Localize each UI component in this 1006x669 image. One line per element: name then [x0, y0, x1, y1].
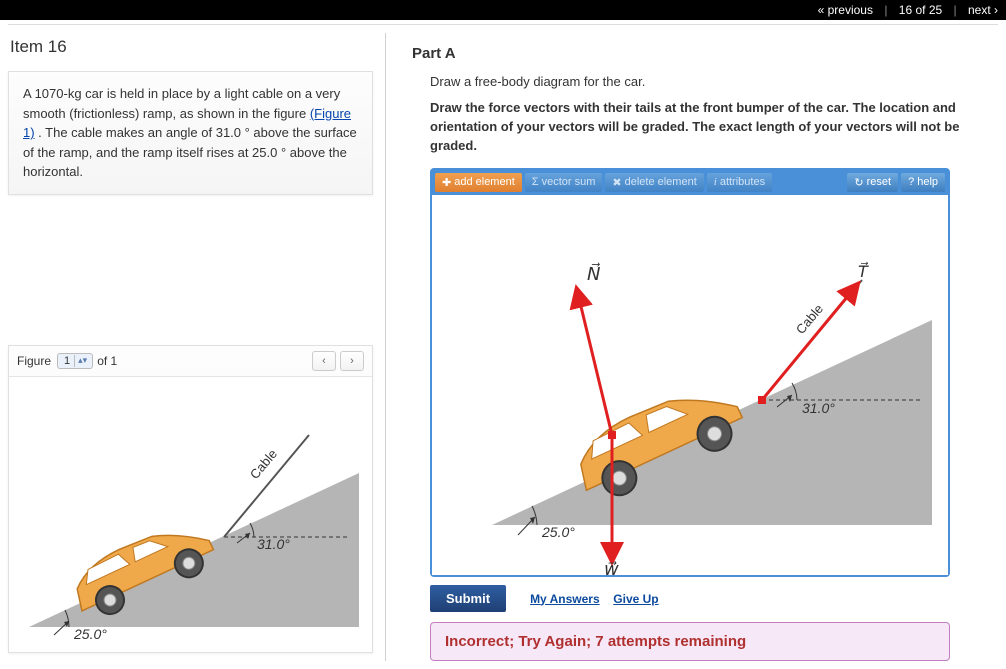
top-nav: « previous | 16 of 25 | next › [0, 0, 1006, 20]
plus-icon: ✚ [442, 176, 451, 189]
submit-button[interactable]: Submit [430, 585, 506, 612]
toolbar: ✚ add element Σ vector sum ✖ delete elem… [432, 170, 948, 195]
info-icon: i [714, 176, 717, 188]
figure-body: 25.0° 31.0° Cable [9, 377, 372, 652]
drawing-canvas[interactable]: 25.0° 31.0° Cable [432, 195, 948, 575]
drawing-widget: ✚ add element Σ vector sum ✖ delete elem… [430, 168, 950, 577]
my-answers-link[interactable]: My Answers [530, 592, 600, 606]
attributes-button[interactable]: i attributes [707, 173, 772, 192]
svg-text:w⃗: w⃗ [604, 559, 619, 575]
figure-of: of 1 [97, 354, 117, 368]
delete-element-button[interactable]: ✖ delete element [605, 173, 703, 192]
pager-arrows-icon: ▴▾ [75, 355, 90, 366]
problem-text-a: A 1070-kg car is held in place by a ligh… [23, 86, 340, 121]
part-title: Part A [412, 45, 998, 62]
next-link[interactable]: next › [964, 3, 1002, 17]
give-up-link[interactable]: Give Up [613, 592, 658, 606]
svg-text:25.0°: 25.0° [73, 626, 107, 642]
figure-label: Figure [17, 354, 51, 368]
add-element-button[interactable]: ✚ add element [435, 173, 522, 192]
fig-next-button[interactable]: › [340, 351, 364, 371]
instruction-2: Draw the force vectors with their tails … [430, 99, 978, 156]
x-icon: ✖ [612, 176, 621, 189]
right-column: Part A Draw a free-body diagram for the … [398, 33, 998, 661]
canvas-svg: 25.0° 31.0° Cable [432, 195, 948, 575]
vector-sum-button[interactable]: Σ vector sum [525, 173, 603, 192]
help-icon: ? [908, 176, 914, 188]
problem-statement: A 1070-kg car is held in place by a ligh… [8, 71, 373, 195]
column-divider [385, 33, 386, 661]
fig-prev-button[interactable]: ‹ [312, 351, 336, 371]
count-label: 16 of 25 [895, 3, 946, 17]
svg-text:31.0°: 31.0° [802, 400, 835, 416]
reset-icon: ↻ [854, 176, 863, 189]
problem-text-b: . The cable makes an angle of 31.0 ° abo… [23, 125, 357, 179]
svg-text:31.0°: 31.0° [257, 536, 290, 552]
svg-text:N⃗: N⃗ [587, 262, 600, 283]
svg-text:25.0°: 25.0° [541, 524, 575, 540]
reset-button[interactable]: ↻ reset [847, 173, 898, 192]
figure-header: Figure 1 ▴▾ of 1 ‹ › [9, 346, 372, 377]
figure-pager[interactable]: 1 ▴▾ [57, 353, 93, 369]
figure-svg: 25.0° 31.0° Cable [9, 377, 372, 652]
svg-text:T⃗: T⃗ [858, 261, 869, 281]
prev-link[interactable]: « previous [814, 3, 877, 17]
figure-panel: Figure 1 ▴▾ of 1 ‹ › [8, 345, 373, 653]
sigma-icon: Σ [532, 176, 539, 188]
feedback-box: Incorrect; Try Again; 7 attempts remaini… [430, 622, 950, 661]
help-button[interactable]: ? help [901, 173, 945, 192]
left-column: Item 16 A 1070-kg car is held in place b… [8, 33, 373, 661]
instruction-1: Draw a free-body diagram for the car. [430, 74, 998, 89]
svg-text:Cable: Cable [793, 301, 826, 337]
item-title: Item 16 [10, 37, 373, 57]
